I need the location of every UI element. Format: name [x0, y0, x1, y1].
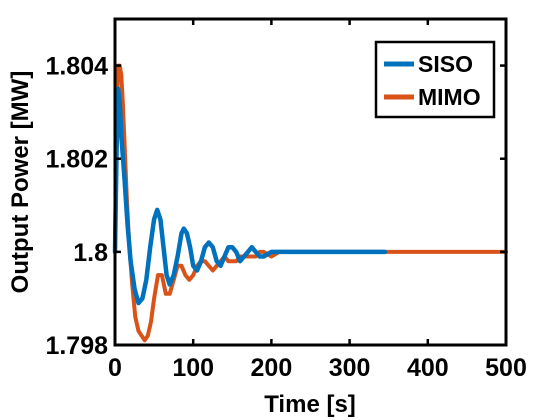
ticks-layer: 0 100 200 300 400 500 1.798 1.8 1.802 1.804: [45, 19, 527, 382]
x-tick-label: 500: [485, 354, 527, 382]
legend: SISO MIMO: [374, 40, 496, 119]
y-axis-title: Output Power [MW]: [7, 71, 34, 294]
y-tick-label: 1.8: [73, 239, 108, 267]
x-tick-label: 0: [108, 354, 122, 382]
x-tick-label: 200: [251, 354, 293, 382]
x-axis-title: Time [s]: [264, 391, 356, 418]
series-line-siso: [112, 86, 388, 306]
legend-label-siso: SISO: [418, 51, 473, 77]
x-tick-label: 100: [172, 354, 214, 382]
legend-label-mimo: MIMO: [418, 84, 481, 110]
y-tick-label: 1.798: [45, 332, 108, 360]
y-tick-label: 1.804: [45, 53, 108, 81]
plot-frame: [113, 17, 508, 347]
y-tick-label: 1.802: [45, 146, 108, 174]
x-tick-label: 300: [329, 354, 371, 382]
legend-box: [374, 40, 496, 119]
x-tick-label: 400: [407, 354, 449, 382]
series-layer: [112, 63, 508, 343]
